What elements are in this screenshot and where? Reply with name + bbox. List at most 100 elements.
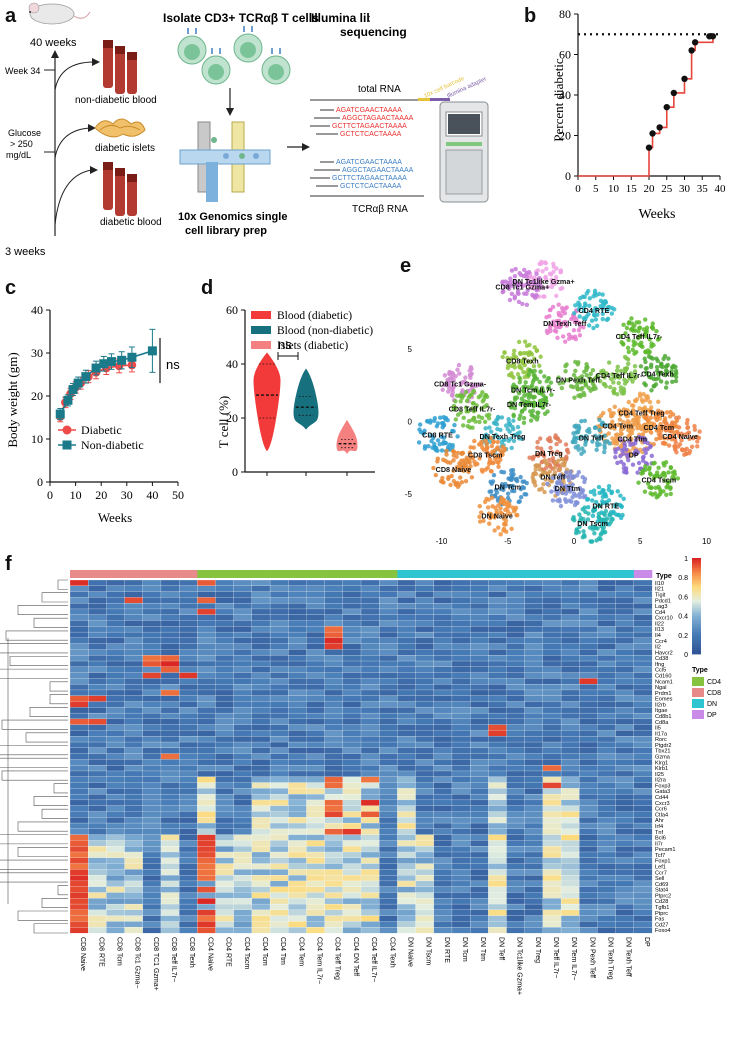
- f-heatmap-cell: [269, 660, 289, 668]
- e-point: [564, 484, 569, 490]
- f-heatmap-cell: [197, 782, 216, 789]
- e-point: [621, 496, 626, 501]
- f-heatmap-cell: [542, 666, 562, 673]
- f-heatmap-cell: [324, 666, 344, 673]
- f-heatmap-cell: [488, 875, 507, 882]
- f-heatmap-cell: [106, 620, 125, 627]
- f-heatmap-cell: [360, 770, 380, 778]
- e-point: [547, 469, 553, 474]
- f-heatmap-cell: [197, 811, 216, 818]
- e-point: [617, 417, 623, 422]
- f-heatmap-cell: [106, 603, 125, 610]
- f-colorbar-segment: [692, 644, 701, 647]
- f-heatmap-cell: [451, 701, 471, 708]
- f-heatmap-cell: [233, 695, 253, 702]
- f-heatmap-cell: [179, 597, 198, 604]
- f-heatmap-cell: [397, 707, 416, 714]
- f-heatmap-cell: [342, 817, 362, 824]
- f-heatmap-cell: [179, 834, 198, 841]
- f-heatmap-cell: [433, 759, 453, 766]
- f-row-label: Ptprc2: [655, 893, 671, 899]
- f-heatmap-cell: [342, 718, 362, 725]
- c-point-nondiabetic: [147, 346, 157, 356]
- f-heatmap-cell: [288, 585, 307, 592]
- f-heatmap-cell: [633, 834, 653, 841]
- e-point: [492, 528, 497, 533]
- f-heatmap-cell: [342, 747, 362, 754]
- f-heatmap-cell: [88, 637, 107, 644]
- f-heatmap-cell: [470, 915, 489, 922]
- f-heatmap-cell: [215, 817, 235, 824]
- f-heatmap-cell: [124, 875, 144, 882]
- f-heatmap-cell: [415, 759, 435, 766]
- f-heatmap-cell: [342, 898, 362, 905]
- e-cluster-label: CD4 Teff IL7r-: [596, 371, 643, 380]
- f-heatmap-cell: [160, 718, 180, 725]
- f-heatmap-cell: [306, 915, 325, 922]
- e-point: [522, 374, 527, 380]
- f-heatmap-cell: [451, 614, 471, 621]
- f-heatmap-cell: [233, 834, 253, 841]
- f-heatmap-cell: [69, 655, 89, 662]
- e-point: [608, 410, 614, 416]
- f-heatmap-cell: [269, 817, 289, 824]
- panel-label-a: a: [5, 5, 17, 27]
- f-heatmap-cell: [360, 655, 380, 662]
- f-heatmap-cell: [397, 655, 416, 662]
- f-heatmap-cell: [288, 869, 307, 876]
- e-point: [668, 426, 673, 431]
- f-heatmap-cell: [142, 759, 162, 766]
- f-heatmap-cell: [451, 776, 471, 783]
- f-heatmap-cell: [433, 851, 453, 859]
- f-heatmap-cell: [433, 863, 453, 870]
- f-heatmap-cell: [197, 886, 216, 893]
- f-heatmap-cell: [88, 707, 107, 714]
- f-heatmap-cell: [69, 678, 89, 685]
- e-y-tick-label: 0: [408, 417, 413, 426]
- e-point: [644, 328, 649, 333]
- f-heatmap-cell: [269, 753, 289, 760]
- c-point-nondiabetic: [81, 372, 91, 382]
- f-heatmap-cell: [179, 724, 198, 731]
- f-heatmap-cell: [597, 678, 616, 685]
- e-point: [466, 469, 471, 475]
- e-cluster-label: CD8 Texh: [506, 357, 539, 366]
- f-heatmap-cell: [597, 799, 616, 807]
- f-heatmap-cell: [124, 689, 144, 697]
- e-point: [573, 303, 578, 308]
- e-point: [466, 395, 471, 400]
- f-heatmap-cell: [233, 927, 253, 934]
- f-heatmap-cell: [524, 892, 544, 899]
- f-heatmap-cell: [379, 909, 398, 916]
- e-point: [658, 371, 664, 376]
- f-heatmap-cell: [160, 741, 180, 749]
- e-point: [526, 395, 531, 401]
- f-heatmap-cell: [542, 649, 562, 656]
- f-heatmap-cell: [342, 857, 362, 864]
- e-point: [629, 430, 635, 436]
- f-heatmap-cell: [215, 660, 235, 668]
- f-heatmap-cell: [488, 903, 507, 911]
- e-point: [471, 384, 476, 390]
- e-point: [638, 333, 643, 339]
- f-heatmap-cell: [215, 643, 235, 650]
- f-heatmap-cell: [324, 828, 344, 835]
- f-heatmap-cell: [215, 637, 235, 644]
- f-heatmap-cell: [251, 660, 271, 668]
- f-heatmap-cell: [524, 643, 544, 650]
- e-point: [642, 436, 647, 441]
- f-heatmap-cell: [288, 660, 307, 668]
- f-heatmap-cell: [451, 822, 471, 830]
- f-colorbar-segment: [692, 598, 701, 601]
- f-heatmap-cell: [88, 689, 107, 697]
- f-heatmap-cell: [542, 782, 562, 789]
- f-heatmap-cell: [288, 921, 307, 928]
- f-heatmap-cell: [288, 892, 307, 899]
- f-heatmap-cell: [324, 684, 344, 691]
- f-dendrogram-branch: [33, 617, 68, 628]
- f-heatmap-cell: [560, 585, 580, 592]
- f-heatmap-cell: [524, 927, 544, 934]
- f-heatmap-cell: [560, 886, 580, 893]
- f-heatmap-cell: [379, 655, 398, 662]
- f-heatmap-cell: [324, 793, 344, 801]
